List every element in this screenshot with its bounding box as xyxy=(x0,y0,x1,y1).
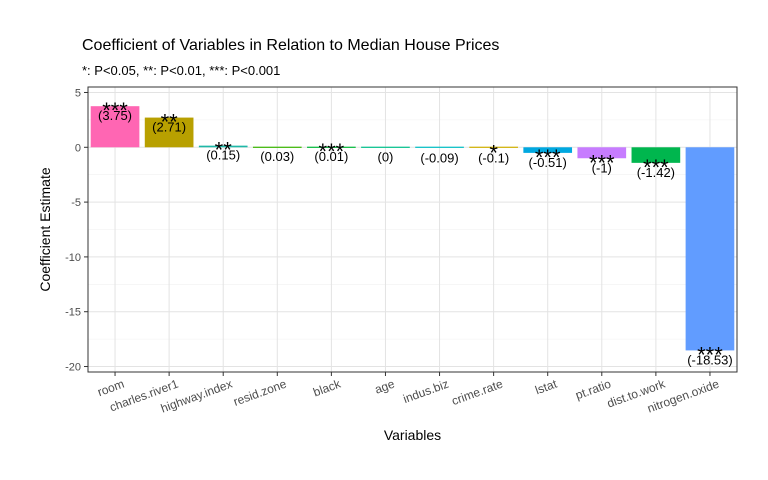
significance-label: * xyxy=(489,140,498,165)
y-tick-label: -10 xyxy=(65,252,81,264)
value-label: (-1.42) xyxy=(637,165,675,180)
y-tick-label: 0 xyxy=(75,142,81,154)
plot-border xyxy=(87,86,738,373)
value-label: (-0.51) xyxy=(529,155,567,170)
x-axis: roomcharles.river1highway.indexresid.zon… xyxy=(96,372,721,416)
significance-label: *** xyxy=(535,145,561,170)
value-label: (3.75) xyxy=(98,108,132,123)
bars xyxy=(90,106,735,351)
chart-title: Coefficient of Variables in Relation to … xyxy=(82,37,500,54)
x-tick-label: crime.rate xyxy=(450,377,505,409)
y-tick-label: -5 xyxy=(71,197,81,209)
bar xyxy=(523,147,573,153)
value-label: (0.15) xyxy=(206,148,240,163)
significance-label: *** xyxy=(102,98,128,123)
significance-label: ** xyxy=(161,110,179,135)
significance-label: *** xyxy=(319,139,345,164)
significance-label: *** xyxy=(643,155,669,180)
y-tick-label: -20 xyxy=(65,362,81,374)
x-tick-label: resid.zone xyxy=(231,377,288,409)
bar xyxy=(361,146,410,148)
x-tick-label: indus.biz xyxy=(401,377,450,406)
bar xyxy=(90,106,140,148)
value-label: (-0.09) xyxy=(420,150,458,165)
bar xyxy=(415,146,464,148)
x-tick-label: lstat xyxy=(533,376,559,397)
y-tick-label: -15 xyxy=(65,307,81,319)
value-label: (0) xyxy=(378,149,394,164)
value-label: (-1) xyxy=(592,160,612,175)
bar xyxy=(198,145,248,148)
significance-label: ** xyxy=(215,138,233,163)
bar xyxy=(469,146,518,148)
x-axis-label: Variables xyxy=(384,427,441,443)
x-tick-label: age xyxy=(373,377,397,397)
value-label: (0.03) xyxy=(260,149,294,164)
bar xyxy=(577,147,627,159)
bar xyxy=(631,147,681,163)
significance-label: *** xyxy=(589,150,615,175)
x-tick-label: black xyxy=(311,376,343,399)
bar xyxy=(144,117,194,148)
value-label: (2.71) xyxy=(152,120,186,135)
value-label: (-18.53) xyxy=(687,352,733,367)
y-axis: 5 0 -5 -10 -15 -20 xyxy=(65,87,88,374)
y-tick-label: 5 xyxy=(75,87,81,99)
bar xyxy=(252,146,302,148)
y-axis-label: Coefficient Estimate xyxy=(37,167,53,291)
bar-labels: ***(3.75) **(2.71)**(0.15) (0.03) ***(0.01)… xyxy=(98,98,733,367)
bar xyxy=(685,147,735,351)
value-label: (0.01) xyxy=(314,149,348,164)
chart-subtitle: *: P<0.05, **: P<0.01, ***: P<0.001 xyxy=(82,63,281,78)
significance-label: *** xyxy=(697,342,723,367)
bar xyxy=(307,146,356,148)
value-label: (-0.1) xyxy=(478,150,509,165)
